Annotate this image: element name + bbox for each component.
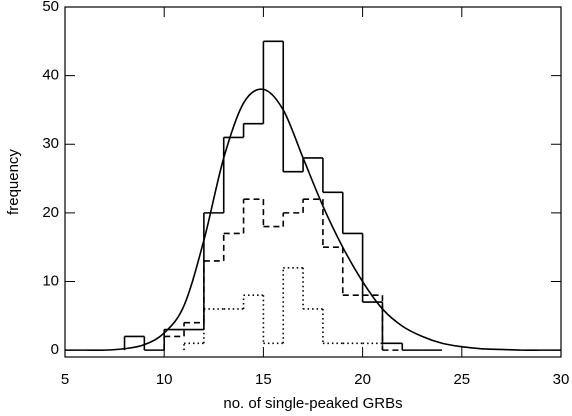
x-tick-label: 30 (553, 371, 570, 388)
y-tick-label: 30 (42, 135, 59, 152)
x-tick-label: 25 (453, 371, 470, 388)
x-tick-label: 10 (156, 371, 173, 388)
x-tick-label: 5 (61, 371, 69, 388)
x-tick-label: 15 (255, 371, 272, 388)
y-tick-label: 50 (42, 0, 59, 15)
x-axis-label: no. of single-peaked GRBs (223, 395, 402, 412)
plot-frame (64, 6, 562, 358)
y-tick-label: 20 (42, 204, 59, 221)
y-tick-label: 40 (42, 67, 59, 84)
y-axis-label: frequency (5, 149, 22, 215)
y-tick-label: 0 (51, 341, 59, 358)
y-tick-label: 10 (42, 272, 59, 289)
x-tick-label: 20 (354, 371, 371, 388)
fit-curve (65, 88, 561, 352)
